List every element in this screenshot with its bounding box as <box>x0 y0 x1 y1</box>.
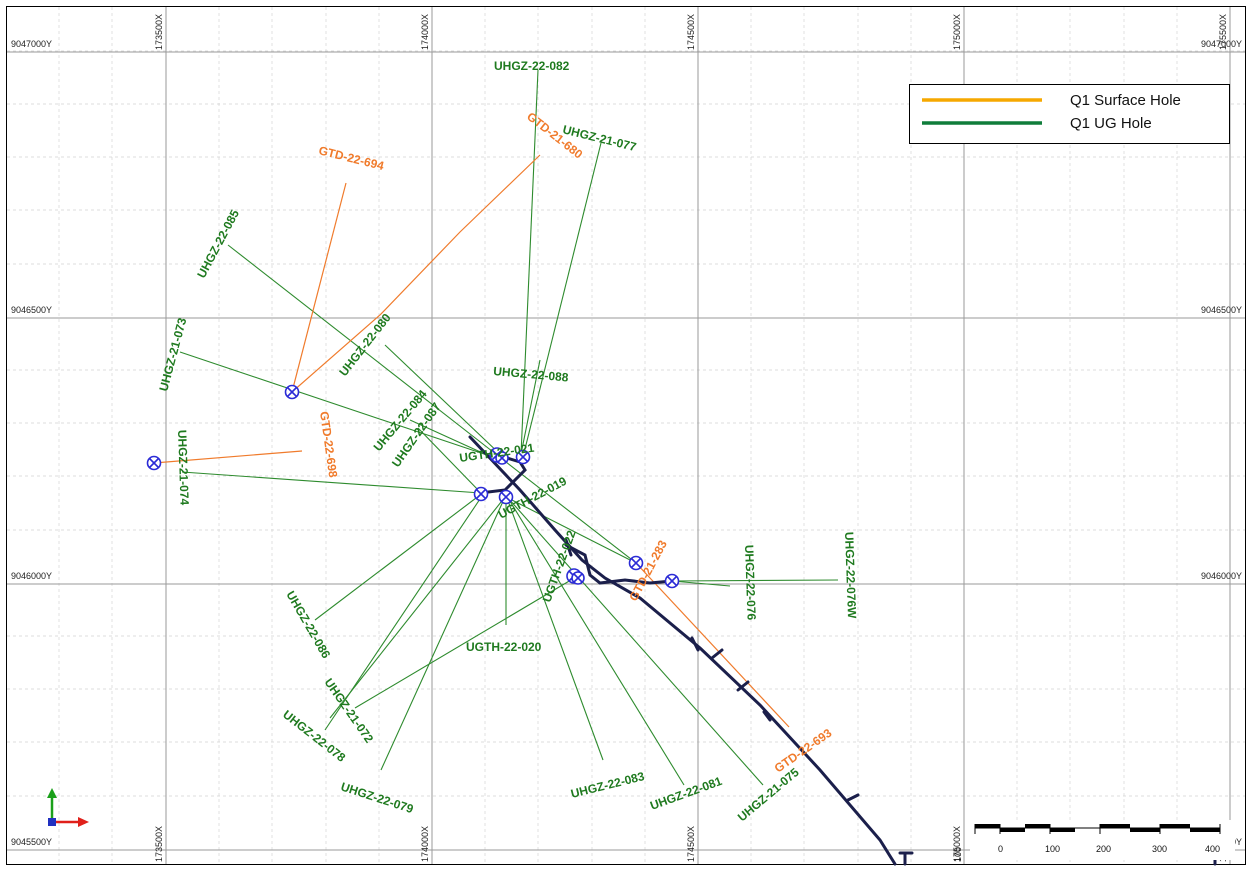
y-label-right: 9046500Y <box>1201 305 1242 315</box>
scale-left-label: 100 <box>953 847 963 862</box>
surface-hole-traces <box>153 154 790 728</box>
underground-development <box>468 435 1224 866</box>
map-frame <box>6 6 1246 865</box>
ug-hole-traces <box>179 69 839 786</box>
y-label-left: 9045500Y <box>11 837 52 847</box>
legend-box <box>909 84 1230 144</box>
collar-icon <box>664 573 680 589</box>
trace-uhgz-22-085 <box>227 244 498 456</box>
trace-uhgz-22-088 <box>519 359 541 460</box>
trace-uhgz-21-073 <box>179 351 488 456</box>
trace-gtd-21-283 <box>635 562 790 728</box>
hole-label: UHGZ-22-088 <box>493 364 570 385</box>
axis-triad-icon <box>47 788 89 827</box>
hole-label: UHGZ-22-076W <box>842 532 859 620</box>
collar-icon <box>515 449 531 465</box>
x-label-bottom: 173500X <box>154 826 164 862</box>
x-label-top: 173500X <box>154 14 164 50</box>
collar-markers <box>146 384 680 589</box>
y-label-right: 9047000Y <box>1201 39 1242 49</box>
scale-tick-label: 400 <box>1205 844 1220 854</box>
x-label-bottom: 175000X <box>952 826 962 862</box>
hole-label: UHGZ-22-076 <box>742 545 759 621</box>
y-label-left: 9046000Y <box>11 571 52 581</box>
trace-gtd-22-694 <box>291 182 347 393</box>
trace-uhgz-22-076w <box>671 579 839 582</box>
drift-access <box>478 453 527 495</box>
collar-icon <box>498 489 514 505</box>
scale-tick-label: 0 <box>998 844 1003 854</box>
x-label-top: 174500X <box>686 14 696 50</box>
hole-label: UHGZ-22-082 <box>494 59 570 73</box>
trace-uhgz-22-086 <box>314 494 481 621</box>
hole-label: UHGZ-21-074 <box>175 430 192 506</box>
collar-icon <box>284 384 300 400</box>
y-label-left: 9046500Y <box>11 305 52 315</box>
y-label-left: 9047000Y <box>11 39 52 49</box>
trace-uhgz-22-080 <box>384 344 504 458</box>
scale-tick-label: 300 <box>1152 844 1167 854</box>
x-label-bottom: 174000X <box>420 826 430 862</box>
main-drift <box>468 435 897 866</box>
trace-ugth-22-022 <box>354 576 577 709</box>
collar-icon <box>571 571 585 585</box>
collar-icon <box>473 486 489 502</box>
x-label-bottom: 174500X <box>686 826 696 862</box>
trace-uhgz-21-075 <box>507 497 764 786</box>
collar-icon <box>628 555 644 571</box>
legend-label-ug: Q1 UG Hole <box>1070 115 1152 132</box>
trace-uhgz-21-077 <box>522 142 602 458</box>
major-grid <box>7 7 1245 864</box>
x-label-top: 175500X <box>1218 14 1228 50</box>
trace-uhgz-22-087a <box>417 427 482 494</box>
minor-grid <box>7 7 1245 864</box>
y-label-right: 9046000Y <box>1201 571 1242 581</box>
scale-tick-label: 200 <box>1096 844 1111 854</box>
x-label-top: 174000X <box>420 14 430 50</box>
trace-uhgz-22-076 <box>671 580 731 587</box>
drift-loop <box>564 543 674 585</box>
trace-uhgz-22-079 <box>380 496 506 771</box>
scale-tick-label: 100 <box>1045 844 1060 854</box>
trace-uhgz-22-081 <box>507 497 685 786</box>
trace-gtd-21-680 <box>291 154 541 393</box>
legend-label-surface: Q1 Surface Hole <box>1070 92 1181 109</box>
legend: Q1 Surface Hole Q1 UG Hole <box>909 84 1230 144</box>
trace-uhgz-22-078 <box>329 496 506 719</box>
x-label-top: 175000X <box>952 14 962 50</box>
collar-icon <box>495 451 509 465</box>
trace-gtd-22-698 <box>153 450 303 464</box>
trace-uhgz-22-082 <box>520 69 539 456</box>
hole-label: UGTH-22-020 <box>466 640 542 654</box>
collar-icon <box>146 455 162 471</box>
trace-ugth-ne <box>507 497 637 564</box>
scale-bar: 100 0 100 200 300 400 <box>953 820 1235 862</box>
trace-uhgz-21-074 <box>181 471 482 494</box>
trace-uhgz-22-083 <box>506 497 604 761</box>
trace-uhgz-22-084 <box>409 419 488 456</box>
